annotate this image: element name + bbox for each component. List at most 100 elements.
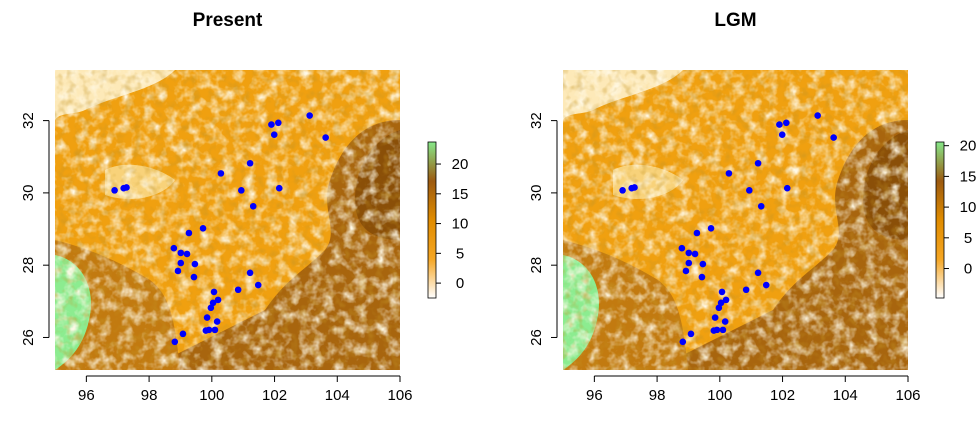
site-point xyxy=(171,338,179,346)
site-point xyxy=(707,225,715,232)
site-point xyxy=(754,159,762,167)
site-point xyxy=(190,273,198,281)
site-point xyxy=(306,112,313,119)
site-point xyxy=(191,260,199,268)
y-tick-label: 26 xyxy=(528,329,545,346)
site-point xyxy=(177,259,185,267)
raster-texture-dark xyxy=(563,70,908,370)
site-point xyxy=(246,159,254,167)
site-point xyxy=(177,249,185,257)
site-point xyxy=(210,288,218,296)
site-point xyxy=(209,299,217,307)
site-point xyxy=(719,326,727,334)
site-point xyxy=(619,187,626,194)
site-point xyxy=(776,121,783,128)
site-point xyxy=(275,184,283,192)
site-point xyxy=(814,112,821,119)
site-point xyxy=(682,267,690,275)
colorbar xyxy=(935,141,945,299)
site-point xyxy=(275,119,282,127)
site-point xyxy=(211,326,219,334)
site-point xyxy=(213,318,221,325)
site-point xyxy=(111,187,118,194)
site-point xyxy=(631,184,638,191)
site-point xyxy=(123,184,130,191)
colorbar-tick-label: 10 xyxy=(960,199,977,216)
y-tick-label: 26 xyxy=(20,329,37,346)
y-tick-label: 30 xyxy=(528,185,545,202)
colorbar-tick-label: 20 xyxy=(960,138,977,155)
x-tick-label: 100 xyxy=(707,387,732,404)
site-point xyxy=(238,187,245,194)
site-point xyxy=(678,244,686,252)
site-point xyxy=(710,327,718,334)
site-point xyxy=(174,267,182,275)
x-tick-label: 98 xyxy=(141,387,158,404)
x-tick-label: 102 xyxy=(770,387,795,404)
colorbar-tick-label: 5 xyxy=(964,230,972,247)
site-point xyxy=(185,229,193,237)
site-point xyxy=(754,269,762,277)
site-point xyxy=(762,281,770,289)
site-point xyxy=(207,304,215,312)
x-tick-label: 96 xyxy=(586,387,603,404)
colorbar-tick-label: 0 xyxy=(456,275,464,292)
site-point xyxy=(199,225,207,232)
site-point xyxy=(693,229,701,237)
site-point xyxy=(685,259,693,267)
site-point xyxy=(715,304,723,312)
site-point xyxy=(217,170,225,177)
colorbar xyxy=(427,141,437,299)
site-point xyxy=(179,330,187,338)
site-point xyxy=(249,202,257,210)
site-point xyxy=(270,131,278,138)
x-tick-label: 106 xyxy=(387,387,412,404)
y-tick-label: 32 xyxy=(20,112,37,129)
site-point xyxy=(783,119,790,127)
y-tick-label: 28 xyxy=(20,257,37,274)
site-point xyxy=(685,249,693,257)
site-point xyxy=(691,250,699,258)
x-tick-label: 102 xyxy=(262,387,287,404)
x-tick-label: 98 xyxy=(649,387,666,404)
x-tick-label: 104 xyxy=(325,387,350,404)
site-point xyxy=(687,330,695,338)
panel-title: LGM xyxy=(714,10,756,31)
site-point xyxy=(322,134,329,141)
site-point xyxy=(679,338,687,346)
raster-texture-dark xyxy=(55,70,400,370)
colorbar-tick-label: 0 xyxy=(964,261,972,278)
colorbar-tick-label: 10 xyxy=(452,216,469,233)
site-point xyxy=(234,286,242,294)
site-point xyxy=(202,327,210,334)
raster xyxy=(55,70,400,370)
site-point xyxy=(721,318,729,325)
site-point xyxy=(214,296,222,304)
site-point xyxy=(246,269,254,277)
site-point xyxy=(778,131,786,138)
x-tick-label: 106 xyxy=(895,387,920,404)
x-tick-label: 100 xyxy=(199,387,224,404)
site-point xyxy=(170,244,178,252)
site-point xyxy=(183,250,191,258)
colorbar-tick-label: 20 xyxy=(452,156,469,173)
site-point xyxy=(783,184,791,192)
site-point xyxy=(757,202,765,210)
x-tick-label: 96 xyxy=(78,387,95,404)
map-panel: Present 96 98 100 102 104 106 26 28 30 32 0 5 10 15 20 xyxy=(20,10,468,404)
site-point xyxy=(742,286,750,294)
site-point xyxy=(711,314,719,321)
site-point xyxy=(268,121,275,128)
site-point xyxy=(722,296,730,304)
y-tick-label: 32 xyxy=(528,112,545,129)
site-point xyxy=(830,134,837,141)
site-point xyxy=(254,281,262,289)
colorbar-tick-label: 15 xyxy=(960,168,977,185)
map-panel: LGM 96 98 100 102 104 106 26 28 30 32 0 5 10 15 20 xyxy=(528,10,976,404)
site-point xyxy=(699,260,707,268)
x-tick-label: 104 xyxy=(833,387,858,404)
panel-title: Present xyxy=(193,10,263,31)
site-point xyxy=(718,288,726,296)
